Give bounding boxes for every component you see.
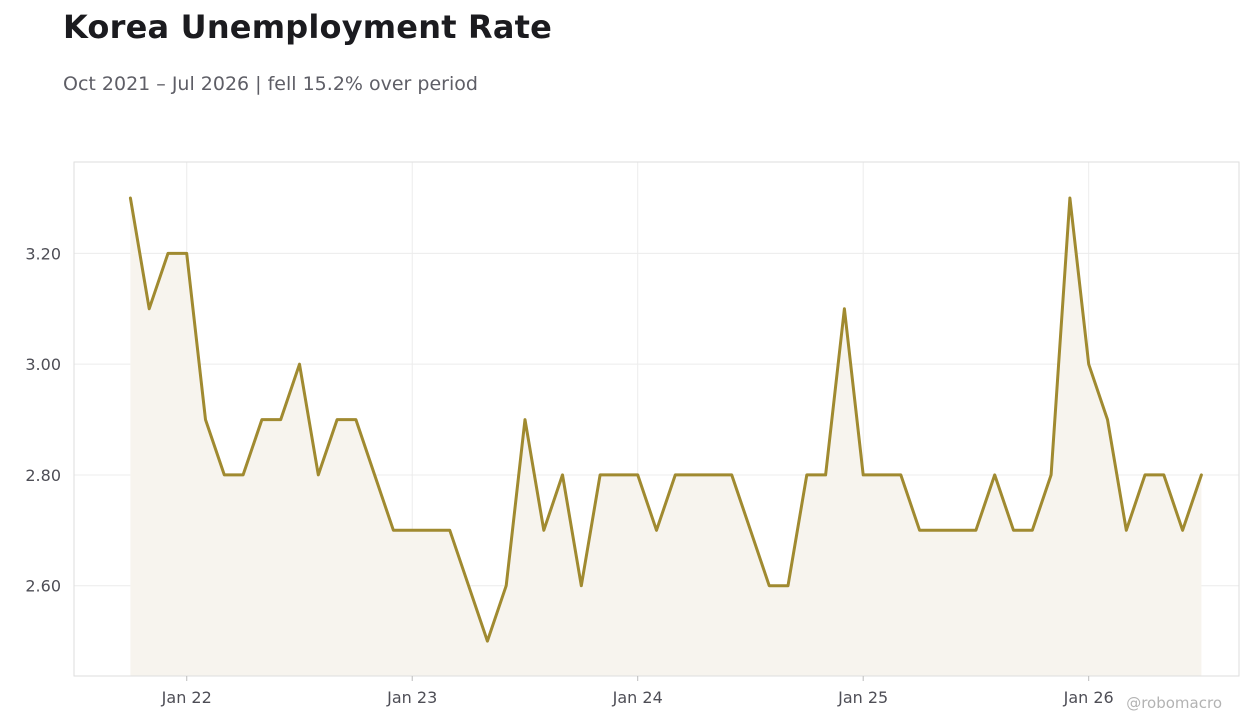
y-tick-label: 2.60 bbox=[25, 577, 61, 596]
chart-title: Korea Unemployment Rate bbox=[63, 8, 553, 46]
y-tick-label: 3.20 bbox=[25, 244, 61, 263]
y-tick-label: 3.00 bbox=[25, 355, 61, 374]
chart-subtitle: Oct 2021 – Jul 2026 | fell 15.2% over pe… bbox=[63, 73, 478, 95]
x-tick-label: Jan 26 bbox=[1063, 688, 1114, 707]
y-tick-label: 2.80 bbox=[25, 466, 61, 485]
x-tick-label: Jan 25 bbox=[837, 688, 888, 707]
x-tick-label: Jan 24 bbox=[612, 688, 663, 707]
x-tick-label: Jan 23 bbox=[386, 688, 437, 707]
series-line bbox=[128, 196, 1203, 643]
x-tick-label: Jan 22 bbox=[161, 688, 212, 707]
plot-frame bbox=[73, 161, 1240, 677]
watermark: @robomacro bbox=[1126, 694, 1222, 712]
y-axis: 2.60 2.80 3.00 3.20 bbox=[25, 244, 61, 595]
series-area-fill bbox=[130, 198, 1202, 676]
x-axis: Jan 22 Jan 23 Jan 24 Jan 25 Jan 26 bbox=[161, 676, 1114, 707]
